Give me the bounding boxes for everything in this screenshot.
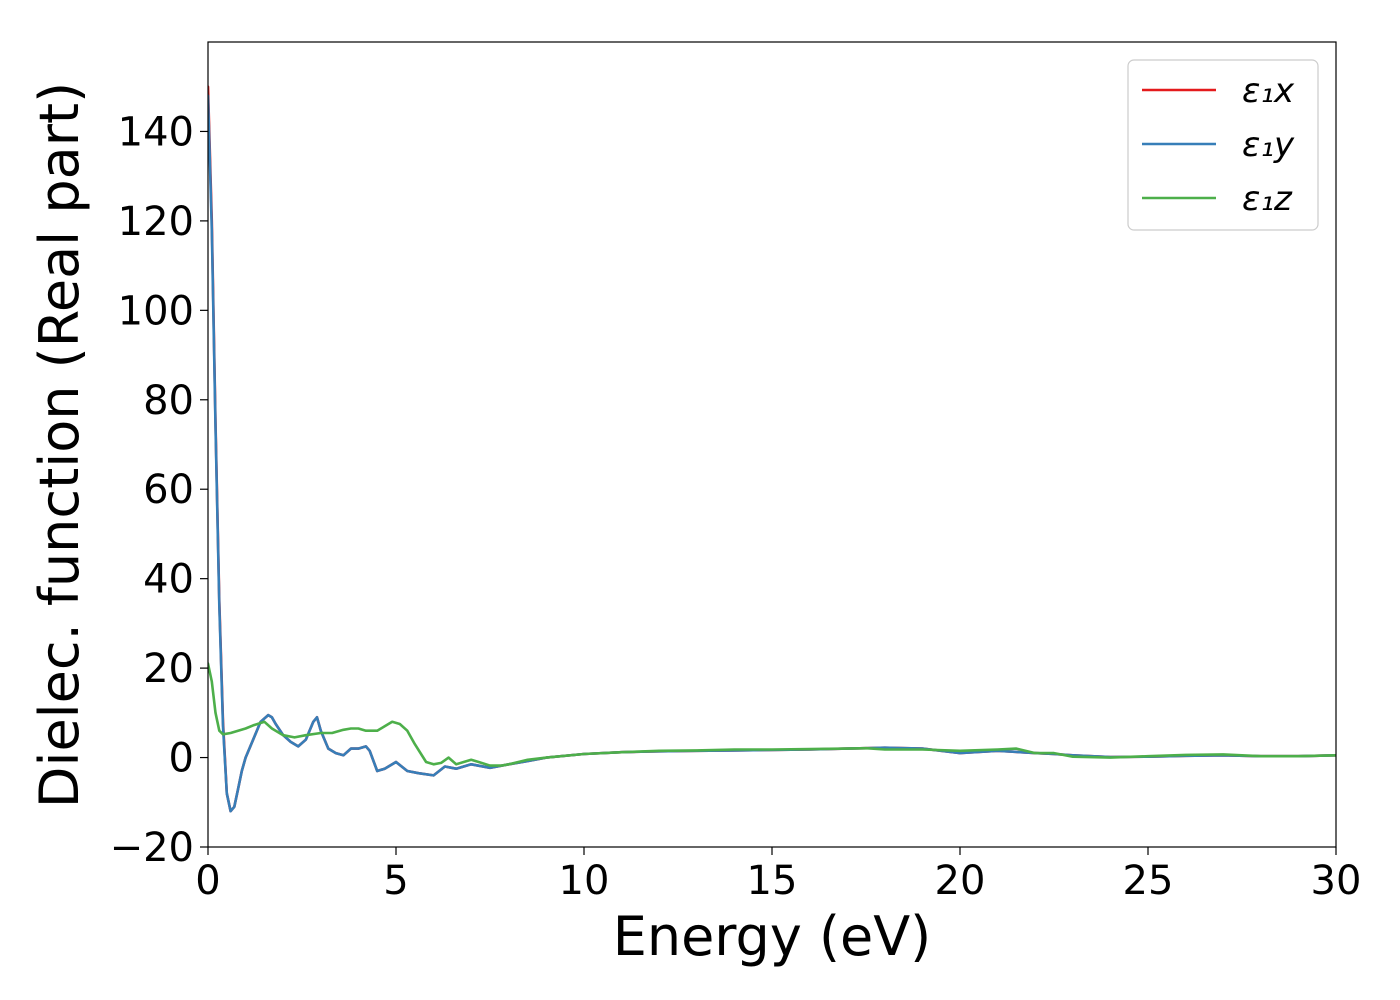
y-axis-ticks: −20 0 20 40 60 80 100 120 140	[110, 109, 208, 871]
y-tick-label: 80	[143, 378, 194, 424]
y-tick-label: 140	[118, 109, 194, 155]
y-tick-label: 100	[118, 288, 194, 334]
y-axis-label: Dielec. function (Real part)	[28, 82, 91, 808]
legend-label: ε₁x	[1242, 71, 1295, 111]
series-layer	[208, 85, 1336, 813]
x-tick-label: 10	[559, 858, 610, 904]
x-tick-label: 0	[195, 858, 220, 904]
x-axis-label: Energy (eV)	[613, 905, 932, 968]
x-tick-label: 30	[1311, 858, 1362, 904]
legend-label: ε₁z	[1242, 179, 1293, 219]
y-tick-label: −20	[110, 825, 194, 871]
y-tick-label: 0	[169, 736, 194, 782]
x-axis-ticks: 0 5 10 15 20 25 30	[195, 847, 1361, 904]
legend-label: ε₁y	[1242, 125, 1295, 165]
x-tick-label: 5	[383, 858, 408, 904]
series-line-2	[208, 94, 1336, 813]
y-tick-label: 120	[118, 199, 194, 245]
y-tick-label: 40	[143, 557, 194, 603]
series-line-3	[208, 662, 1336, 767]
y-tick-label: 20	[143, 646, 194, 692]
legend: ε₁x ε₁y ε₁z	[1127, 59, 1319, 231]
x-tick-label: 20	[935, 858, 986, 904]
x-tick-label: 15	[747, 858, 798, 904]
y-tick-label: 60	[143, 467, 194, 513]
x-tick-label: 25	[1123, 858, 1174, 904]
legend-box	[1127, 59, 1319, 231]
